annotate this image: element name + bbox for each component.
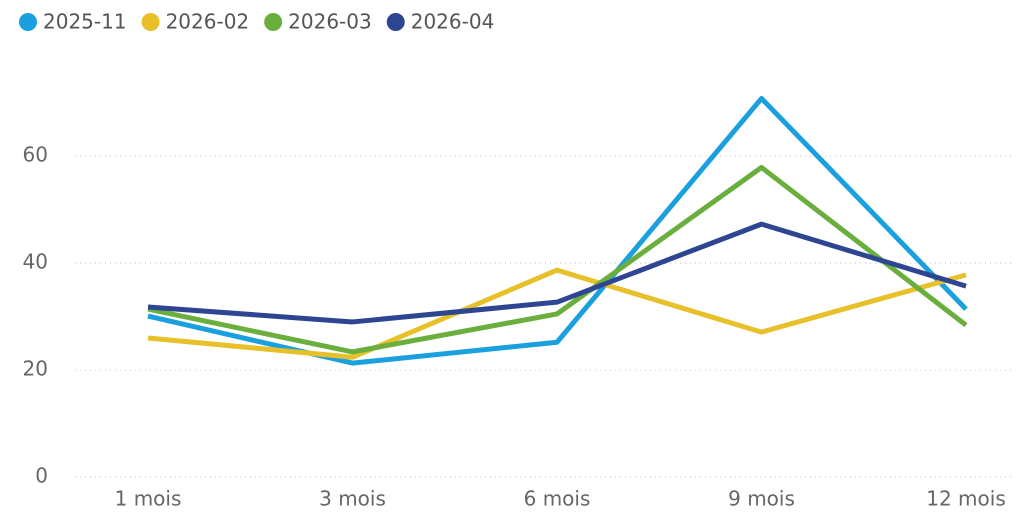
- series-line: [147, 221, 967, 325]
- legend: 2025-11 2026-02 2026-03 2026-04: [19, 10, 494, 34]
- legend-marker: [141, 13, 160, 31]
- y-tick-label: 20: [23, 357, 48, 381]
- series-line: [147, 164, 968, 355]
- y-tick-label: 40: [23, 250, 48, 274]
- series-line: [147, 95, 968, 366]
- legend-marker: [386, 13, 405, 31]
- x-tick-label: 6 mois: [524, 487, 591, 511]
- legend-label: 2026-02: [166, 10, 250, 34]
- x-tick-label: 12 mois: [926, 487, 1006, 511]
- legend-label: 2025-11: [43, 10, 127, 34]
- y-tick-label: 0: [35, 464, 48, 488]
- series-line: [147, 267, 967, 360]
- x-tick-label: 9 mois: [728, 487, 795, 511]
- legend-marker: [264, 13, 283, 31]
- x-tick-label: 3 mois: [319, 487, 386, 511]
- legend-marker: [19, 13, 37, 31]
- legend-label: 2026-03: [288, 10, 372, 34]
- x-tick-label: 1 mois: [115, 487, 182, 511]
- legend-label: 2026-04: [411, 10, 495, 34]
- y-tick-label: 60: [23, 143, 48, 167]
